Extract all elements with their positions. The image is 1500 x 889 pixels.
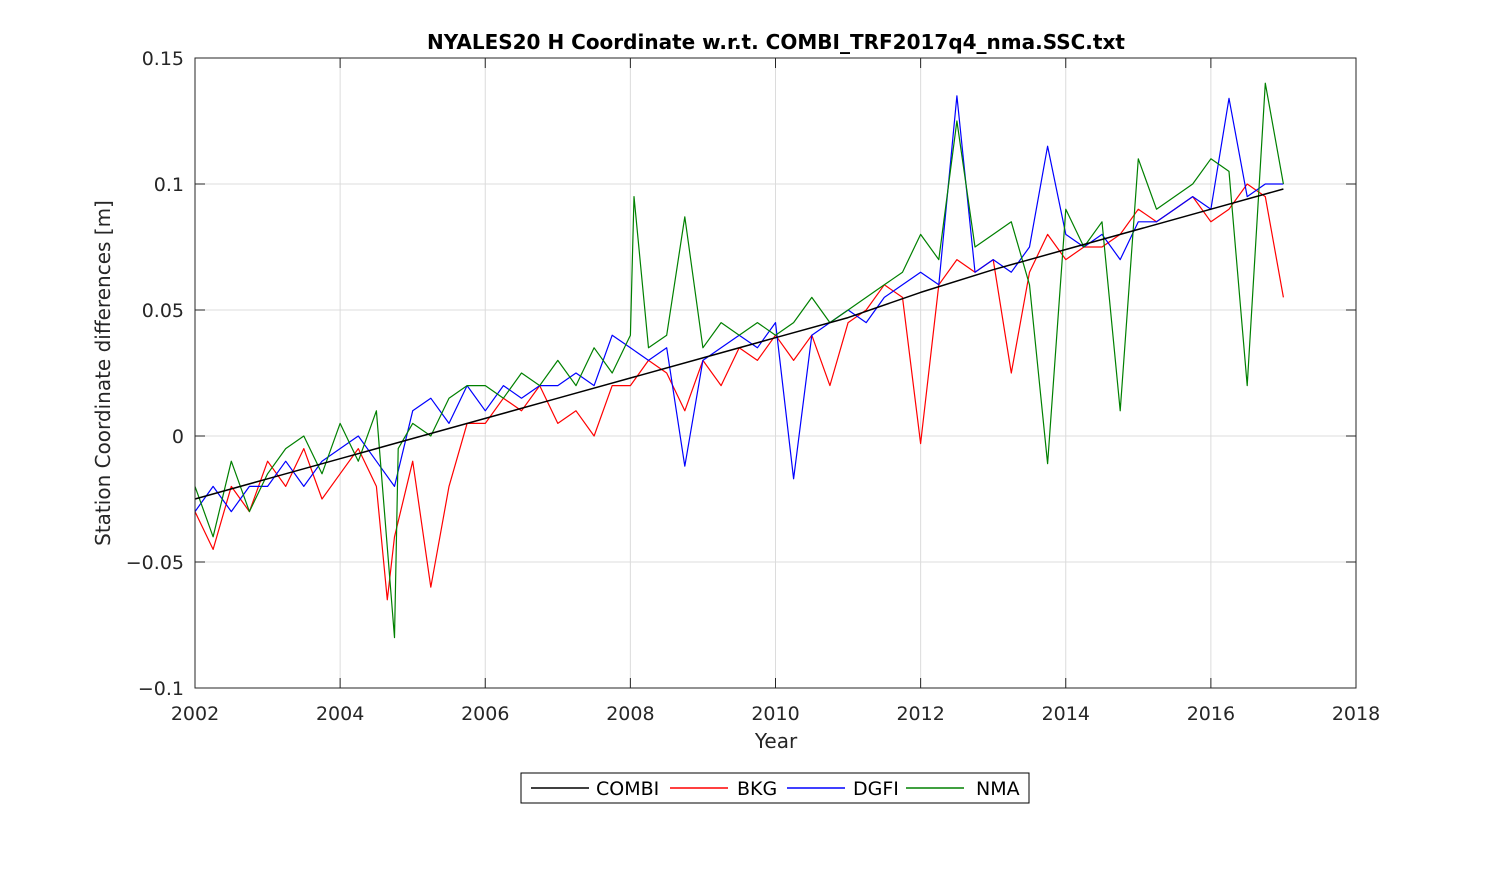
legend: COMBI BKG DGFI NMA bbox=[520, 772, 1030, 804]
x-tick-label: 2012 bbox=[896, 703, 944, 725]
x-tick-label: 2002 bbox=[171, 703, 219, 725]
legend-label-bkg: BKG bbox=[737, 778, 777, 800]
legend-label-dgfi: DGFI bbox=[853, 778, 899, 800]
series-line-nma bbox=[194, 82, 1284, 639]
legend-label-nma: NMA bbox=[976, 778, 1020, 800]
x-tick-label: 2016 bbox=[1187, 703, 1235, 725]
tick-marks bbox=[194, 57, 1357, 689]
y-axis-label: Station Coordinate differences [m] bbox=[91, 200, 115, 546]
y-tick-label: −0.05 bbox=[126, 552, 184, 574]
series-line-bkg bbox=[194, 183, 1284, 601]
x-axis-label: Year bbox=[754, 729, 798, 753]
x-tick-label: 2004 bbox=[316, 703, 364, 725]
x-tick-label: 2008 bbox=[606, 703, 654, 725]
x-tick-label: 2006 bbox=[461, 703, 509, 725]
y-tick-labels: −0.1 −0.05 0 0.05 0.1 0.15 bbox=[126, 48, 184, 700]
y-tick-label: −0.1 bbox=[138, 678, 184, 700]
y-tick-label: 0.15 bbox=[142, 48, 184, 70]
x-tick-labels: 2002 2004 2006 2008 2010 2012 2014 2016 2018 bbox=[171, 703, 1380, 725]
legend-label-combi: COMBI bbox=[596, 778, 659, 800]
x-tick-label: 2010 bbox=[751, 703, 799, 725]
y-tick-label: 0 bbox=[172, 426, 184, 448]
chart-title: NYALES20 H Coordinate w.r.t. COMBI_TRF20… bbox=[427, 30, 1125, 54]
y-tick-label: 0.1 bbox=[154, 174, 184, 196]
y-tick-label: 0.05 bbox=[142, 300, 184, 322]
series-layer bbox=[194, 82, 1284, 639]
x-tick-label: 2018 bbox=[1332, 703, 1380, 725]
x-tick-label: 2014 bbox=[1042, 703, 1090, 725]
series-line-combi bbox=[194, 188, 1284, 500]
